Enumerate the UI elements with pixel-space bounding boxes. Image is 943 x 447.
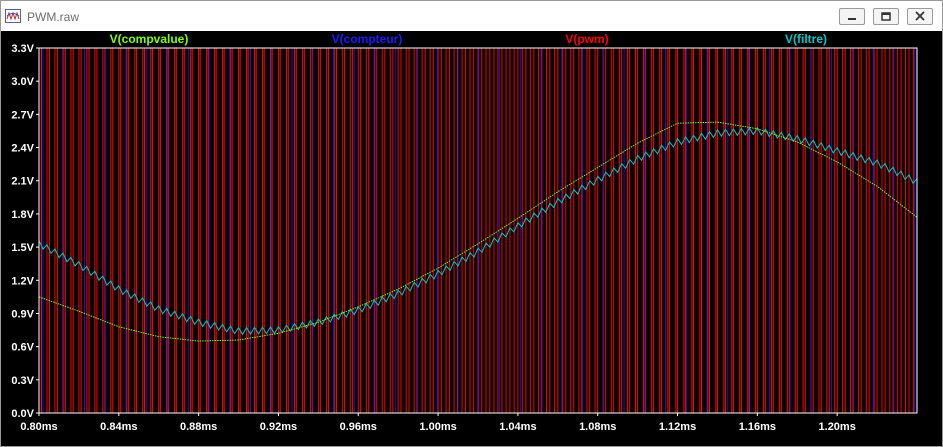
restore-button[interactable] — [873, 8, 899, 25]
x-tick-label: 0.80ms — [20, 421, 57, 433]
x-tick-label: 0.88ms — [180, 421, 217, 433]
waveform-plot[interactable]: 0.0V 0.3V 0.6V 0.9V 1.2V 1.5V 1.8V 2.1V 2.4V 2.7V… — [1, 31, 942, 446]
series-compteur-line — [42, 48, 916, 413]
minimize-icon — [848, 18, 856, 20]
y-tick-label: 2.1V — [11, 176, 34, 188]
plot-background — [1, 31, 942, 446]
y-tick-label: 3.0V — [11, 76, 34, 88]
plot-frame — [38, 47, 918, 414]
x-tick-label: 1.08ms — [579, 421, 616, 433]
y-tick-label: 0.0V — [11, 408, 34, 420]
x-tick-label: 1.20ms — [819, 421, 856, 433]
y-tick-label: 1.8V — [11, 209, 34, 221]
title-bar[interactable]: PWM.raw — [1, 1, 942, 31]
restore-icon — [881, 12, 891, 21]
legend-entry: V(filtre) — [785, 32, 827, 46]
minimize-button[interactable] — [839, 8, 865, 25]
plot-legend: V(compvalue) V(compteur) V(pwm) V(filtre) — [110, 32, 827, 46]
x-tick-label: 0.96ms — [340, 421, 377, 433]
y-tick-label: 3.3V — [11, 43, 34, 55]
x-tick-label: 1.04ms — [499, 421, 536, 433]
waveform-file-icon — [5, 9, 21, 23]
y-tick-label: 2.4V — [11, 143, 34, 155]
y-tick-label: 2.7V — [11, 109, 34, 121]
y-tick-label: 1.2V — [11, 275, 34, 287]
y-tick-label: 0.6V — [11, 342, 34, 354]
series-compvalue-line — [38, 121, 918, 342]
x-tick-label: 1.00ms — [419, 421, 456, 433]
series-filtre-line — [38, 126, 918, 336]
x-tick-label: 0.84ms — [100, 421, 137, 433]
y-tick-label: 1.5V — [11, 242, 34, 254]
window-title: PWM.raw — [27, 10, 79, 24]
plot-axes: 0.0V 0.3V 0.6V 0.9V 1.2V 1.5V 1.8V 2.1V 2.4V 2.7V… — [11, 43, 855, 433]
close-button[interactable] — [907, 8, 933, 25]
y-tick-label: 0.9V — [11, 308, 34, 320]
x-tick-label: 1.16ms — [739, 421, 776, 433]
legend-entry: V(compteur) — [332, 32, 403, 46]
legend-entry: V(compvalue) — [110, 32, 189, 46]
legend-entry: V(pwm) — [565, 32, 608, 46]
y-tick-label: 0.3V — [11, 375, 34, 387]
x-tick-label: 0.92ms — [260, 421, 297, 433]
close-icon — [915, 11, 925, 21]
x-tick-label: 1.12ms — [659, 421, 696, 433]
